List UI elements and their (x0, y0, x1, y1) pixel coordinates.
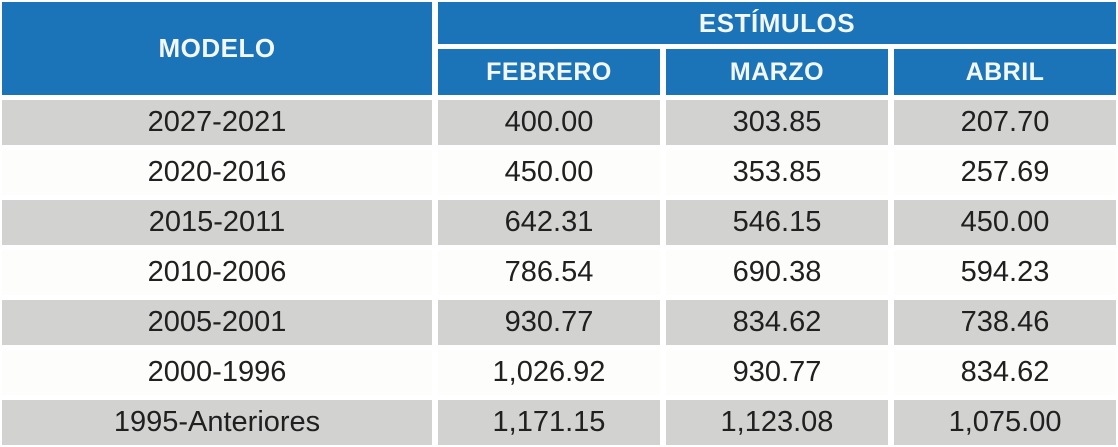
modelo-cell: 2000-1996 (2, 350, 432, 395)
modelo-cell: 2020-2016 (2, 150, 432, 195)
value-cell: 690.38 (666, 250, 888, 295)
value-cell: 546.15 (666, 200, 888, 245)
value-cell: 834.62 (894, 350, 1117, 395)
modelo-cell: 2015-2011 (2, 200, 432, 245)
value-cell: 257.69 (894, 150, 1117, 195)
table-row: 2000-1996 1,026.92 930.77 834.62 (2, 350, 1117, 395)
modelo-column-header: MODELO (2, 2, 432, 95)
value-cell: 594.23 (894, 250, 1117, 295)
modelo-cell: 2027-2021 (2, 100, 432, 145)
value-cell: 450.00 (894, 200, 1117, 245)
modelo-cell: 1995-Anteriores (2, 400, 432, 445)
month-column-header-marzo: MARZO (666, 49, 888, 95)
table-row: 2010-2006 786.54 690.38 594.23 (2, 250, 1117, 295)
table-row: 2005-2001 930.77 834.62 738.46 (2, 300, 1117, 345)
value-cell: 642.31 (438, 200, 660, 245)
group-header-row: MODELO ESTÍMULOS (2, 2, 1117, 95)
value-cell: 303.85 (666, 100, 888, 145)
value-cell: 400.00 (438, 100, 660, 145)
value-cell: 834.62 (666, 300, 888, 345)
table-row: 2015-2011 642.31 546.15 450.00 (2, 200, 1117, 245)
value-cell: 738.46 (894, 300, 1117, 345)
value-cell: 1,171.15 (438, 400, 660, 445)
modelo-cell: 2005-2001 (2, 300, 432, 345)
value-cell: 1,026.92 (438, 350, 660, 395)
table-row: 2020-2016 450.00 353.85 257.69 (2, 150, 1117, 195)
value-cell: 1,123.08 (666, 400, 888, 445)
value-cell: 930.77 (438, 300, 660, 345)
modelo-cell: 2010-2006 (2, 250, 432, 295)
value-cell: 450.00 (438, 150, 660, 195)
value-cell: 1,075.00 (894, 400, 1117, 445)
month-column-header-abril: ABRIL (894, 49, 1117, 95)
value-cell: 930.77 (666, 350, 888, 395)
month-column-header-febrero: FEBRERO (438, 49, 660, 95)
table-row: 1995-Anteriores 1,171.15 1,123.08 1,075.00 (2, 400, 1117, 445)
table-row: 2027-2021 400.00 303.85 207.70 (2, 100, 1117, 145)
table-body: 2027-2021 400.00 303.85 207.70 2020-2016 450.… (2, 100, 1117, 445)
value-cell: 207.70 (894, 100, 1117, 145)
value-cell: 786.54 (438, 250, 660, 295)
table-header: MODELO ESTÍMULOS FEBRERO MARZO ABRIL (2, 2, 1117, 95)
estimulos-group-header: ESTÍMULOS (438, 2, 1117, 44)
value-cell: 353.85 (666, 150, 888, 195)
months-header-row: FEBRERO MARZO ABRIL (2, 49, 1117, 95)
